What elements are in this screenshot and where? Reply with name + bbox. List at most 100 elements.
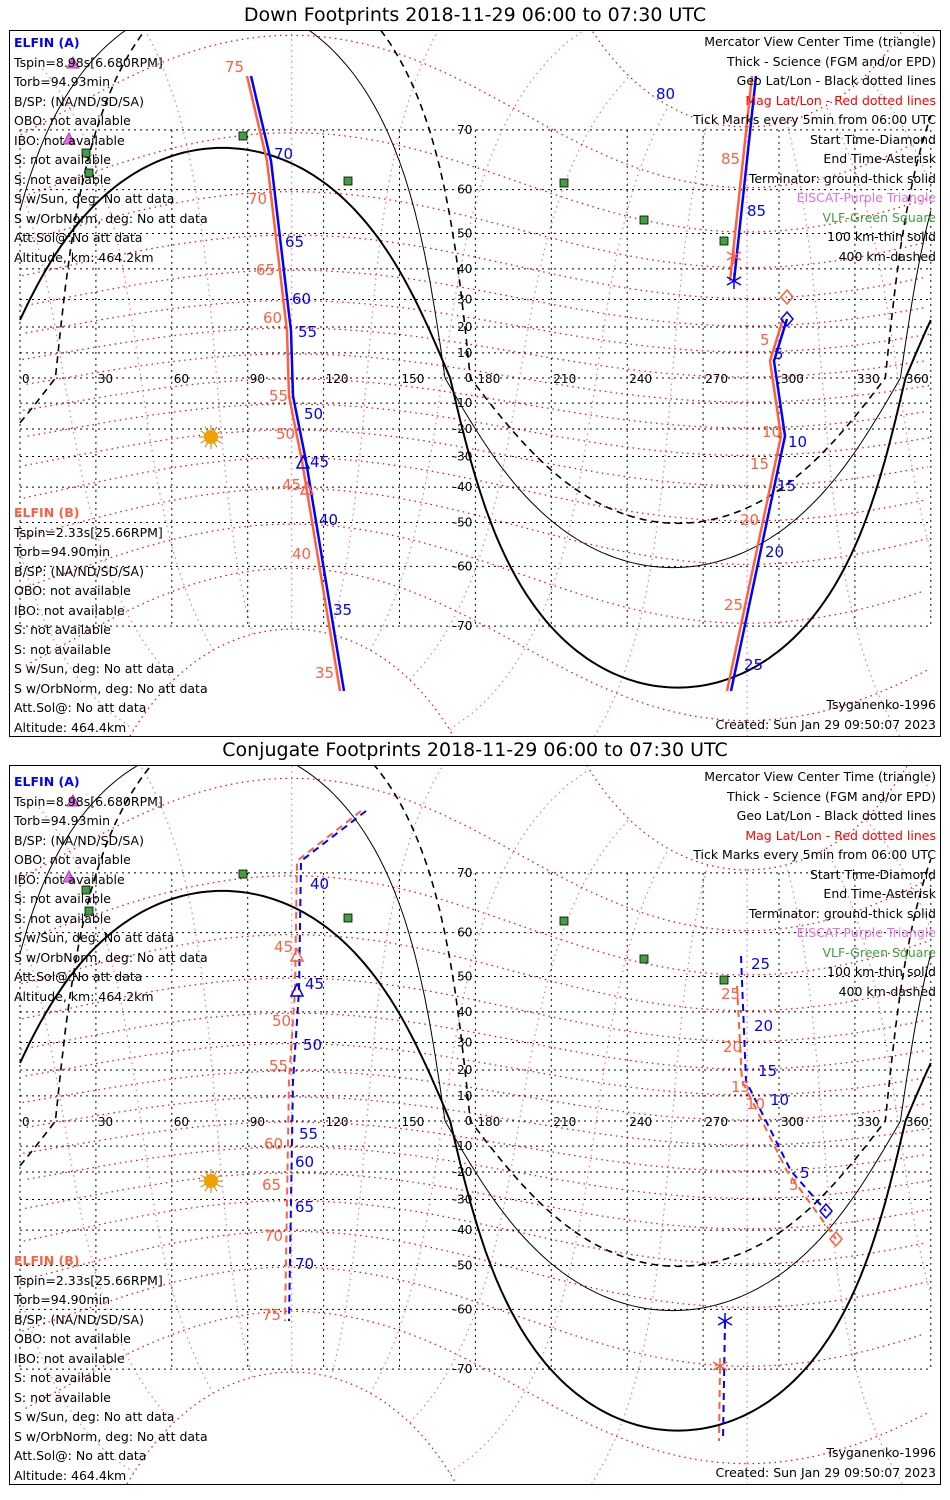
elfin-a-track <box>729 318 789 692</box>
mag-lat-line <box>23 132 748 233</box>
elfin-b-track <box>725 318 785 692</box>
conjugate-footprints-map: 70 60 50 40 30 20 10 0 -10 -20 -30 -40 -50 -60 -70 0 30 6… <box>9 765 941 1485</box>
legend-item: Tick Marks every 5min from 06:00 UTC <box>693 847 936 862</box>
info-line: B/SP: (NA/ND/SD/SA) <box>14 563 144 579</box>
start-time-diamond-icon <box>829 1230 843 1248</box>
footer: Tsyganenko-1996 Created: Sun Jan 29 09:50… <box>716 695 936 734</box>
created-label: Created: Sun Jan 29 09:50:07 2023 <box>715 716 936 732</box>
mag-lon-line <box>34 59 214 651</box>
info-line: Att.Sol@: No att data <box>14 1448 147 1463</box>
elfin-b-tick-label: 20 <box>740 511 759 529</box>
info-line: Altitude, km: 464.2km <box>14 249 154 265</box>
lon-tick-label: 30 <box>98 372 113 386</box>
elfin-b-info: ELFIN (B) Tspin=2.33s[25.66RPM] Torb=94.90… <box>14 503 208 736</box>
info-line: Tspin=2.33s[25.66RPM] <box>14 524 163 540</box>
legend-item: Terminator: ground-thick solid <box>748 905 936 921</box>
elfin-b-tick-label: 60 <box>264 1135 283 1153</box>
mag-lon-line <box>369 768 590 1394</box>
elfin-b-tick-label: 75 <box>262 1306 281 1324</box>
elfin-a-tick-label: 40 <box>319 511 338 529</box>
elfin-a-tick-label: 25 <box>751 955 770 973</box>
legend-item: End Time-Asterisk <box>823 886 936 901</box>
info-line: S w/Sun, deg: No att data <box>14 661 175 676</box>
elfin-b-tick-label: 55 <box>269 1057 288 1075</box>
elfin-a-info: ELFIN (A) Tspin=8.98s[6.680RPM] Torb=94.93… <box>14 33 208 267</box>
lat-tick-label: -40 <box>453 480 473 494</box>
elfin-b-tick-label: 60 <box>263 309 282 327</box>
vlf-station-square-icon <box>559 916 569 926</box>
start-time-diamond-icon <box>780 310 794 328</box>
elfin-b-heading: ELFIN (B) <box>14 1253 80 1268</box>
mag-lon-line <box>369 31 584 651</box>
info-line: Torb=94.90min <box>14 544 111 559</box>
mag-lat-line <box>747 1209 929 1230</box>
mag-lat-line <box>23 457 748 522</box>
info-line: Altitude: 464.4km <box>14 1467 127 1483</box>
end-time-asterisk-icon <box>726 248 742 264</box>
info-line: Torb=94.93min <box>14 813 111 828</box>
mag-lat-line <box>26 353 748 403</box>
mag-lat-line <box>24 429 748 487</box>
lat-tick-label: 10 <box>457 1089 472 1103</box>
lat-tick-label: -30 <box>453 1193 473 1207</box>
vlf-station-square-icon <box>343 176 353 186</box>
lon-tick-label: 210 <box>553 372 576 386</box>
elfin-a-track <box>740 955 827 1212</box>
vlf-station-square-icon <box>84 906 94 916</box>
lon-tick-label: 270 <box>705 372 728 386</box>
lon-tick-label: 30 <box>98 1115 113 1129</box>
lon-tick-label: 210 <box>553 1115 576 1129</box>
lat-tick-label: 40 <box>457 262 472 276</box>
mag-lat-line <box>27 1146 748 1199</box>
elfin-b-tick-label: 5 <box>789 1176 799 1194</box>
elfin-b-tick-label: 50 <box>276 425 295 443</box>
mag-lat-line <box>21 934 748 1012</box>
terminator-400km <box>19 31 932 525</box>
lon-tick-label: 300 <box>781 372 804 386</box>
mag-lat-line <box>747 198 928 233</box>
info-line: S: not available <box>14 641 111 657</box>
info-line: OBO: not available <box>14 113 131 128</box>
end-time-asterisk-icon <box>717 1313 733 1329</box>
lat-tick-label: 60 <box>457 926 472 940</box>
elfin-a-tick-label: 70 <box>295 1255 314 1273</box>
mag-lat-line <box>126 1371 458 1484</box>
elfin-a-tick-label: 50 <box>304 405 323 423</box>
mag-lat-line <box>20 1012 748 1070</box>
mag-lon-line <box>330 766 444 1378</box>
lat-tick-label: -70 <box>453 1362 473 1376</box>
vlf-station-square-icon <box>238 869 248 879</box>
mag-lat-line <box>129 628 455 736</box>
elfin-a-tick-label: 5 <box>774 345 784 363</box>
mag-lat-line <box>747 241 926 269</box>
vlf-station-square-icon <box>81 885 91 895</box>
info-line: IBO: not available <box>14 1350 125 1366</box>
legend: Mercator View Center Time (triangle) Thic… <box>693 32 936 266</box>
legend-item: Geo Lat/Lon - Black dotted lines <box>736 808 936 823</box>
eiscat-triangle-icon <box>66 55 80 69</box>
legend-item: EISCAT-Purple Triangle <box>796 190 936 205</box>
mag-lat-line <box>747 360 926 378</box>
start-time-diamond-icon <box>780 288 794 306</box>
sun-icon <box>199 425 223 449</box>
legend-item: EISCAT-Purple Triangle <box>796 925 936 940</box>
mag-lat-line <box>747 1050 925 1070</box>
mag-lat-line <box>25 1043 748 1096</box>
mag-lat-line <box>22 1070 748 1121</box>
info-line: Altitude: 464.4km <box>14 719 127 735</box>
elfin-a-tick-label: 65 <box>295 1198 314 1216</box>
mag-lat-line <box>747 1019 926 1042</box>
elfin-a-tick-label: 40 <box>310 875 329 893</box>
lat-tick-label: -30 <box>453 450 473 464</box>
lat-tick-label: -70 <box>453 619 473 633</box>
mag-lon-line <box>904 768 929 787</box>
info-line: Att.Sol@: No att data <box>14 700 147 715</box>
lon-tick-label: 240 <box>629 372 652 386</box>
lon-tick-label: 360 <box>906 372 929 386</box>
elfin-b-info: ELFIN (B) Tspin=2.33s[25.66RPM] Torb=94.90… <box>14 1251 208 1484</box>
lon-tick-label: 330 <box>857 372 880 386</box>
elfin-b-tick-label: 85 <box>721 150 740 168</box>
lon-tick-label: 180 <box>477 372 500 386</box>
mag-lat-line <box>25 300 748 353</box>
info-line: S w/OrbNorm, deg: No att data <box>14 210 208 226</box>
